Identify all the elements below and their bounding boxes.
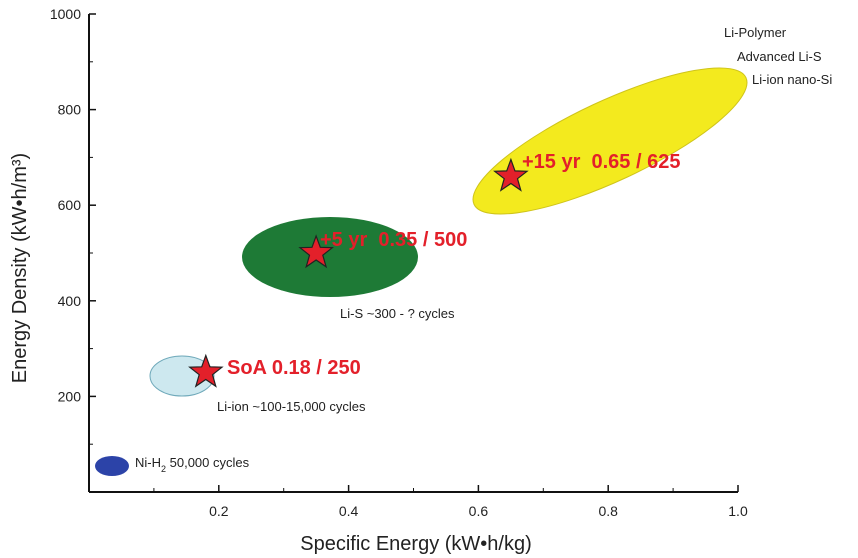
y-tick-label: 200	[58, 388, 82, 404]
target-star-1	[298, 234, 334, 269]
x-axis-title: Specific Energy (kW•h/kg)	[300, 533, 532, 555]
label-lis: Li-S ~300 - ? cycles	[340, 306, 455, 321]
y-axis-title: Energy Density (kW•h/m³)	[9, 153, 31, 383]
x-tick-label: 0.2	[209, 503, 229, 519]
axis-ticks: 0.2 0.4 0.6 0.8 1.0 200 400 600 800 1000	[50, 6, 748, 519]
x-tick-label: 0.4	[339, 503, 359, 519]
label-liion-nanosi: Li-ion nano-Si	[752, 72, 832, 87]
x-tick-label: 0.6	[469, 503, 489, 519]
region-lis	[242, 217, 418, 297]
region-lipolymer	[472, 67, 748, 215]
target-markers	[188, 157, 529, 388]
target-label-15yr: +15 yr 0.65 / 625	[522, 151, 680, 173]
target-star-0	[188, 353, 224, 388]
label-lipolymer: Li-Polymer	[724, 25, 787, 40]
target-label-5yr: +5 yr 0.35 / 500	[320, 229, 467, 251]
y-tick-label: 1000	[50, 6, 81, 22]
x-tick-label: 1.0	[728, 503, 748, 519]
label-nih2: Ni-H2 50,000 cycles	[135, 455, 250, 474]
target-label-soa: SoA 0.18 / 250	[227, 357, 361, 379]
y-tick-label: 600	[58, 197, 82, 213]
y-tick-label: 800	[58, 102, 82, 118]
target-star-2	[493, 157, 529, 192]
label-advanced-lis: Advanced Li-S	[737, 49, 822, 64]
region-nih2	[95, 456, 129, 476]
x-tick-label: 0.8	[598, 503, 618, 519]
y-tick-label: 400	[58, 293, 82, 309]
label-liion: Li-ion ~100-15,000 cycles	[217, 399, 366, 414]
region-liion	[149, 355, 215, 397]
y-axis-title-main: Energy Density (kW•h/m³)	[9, 153, 31, 383]
